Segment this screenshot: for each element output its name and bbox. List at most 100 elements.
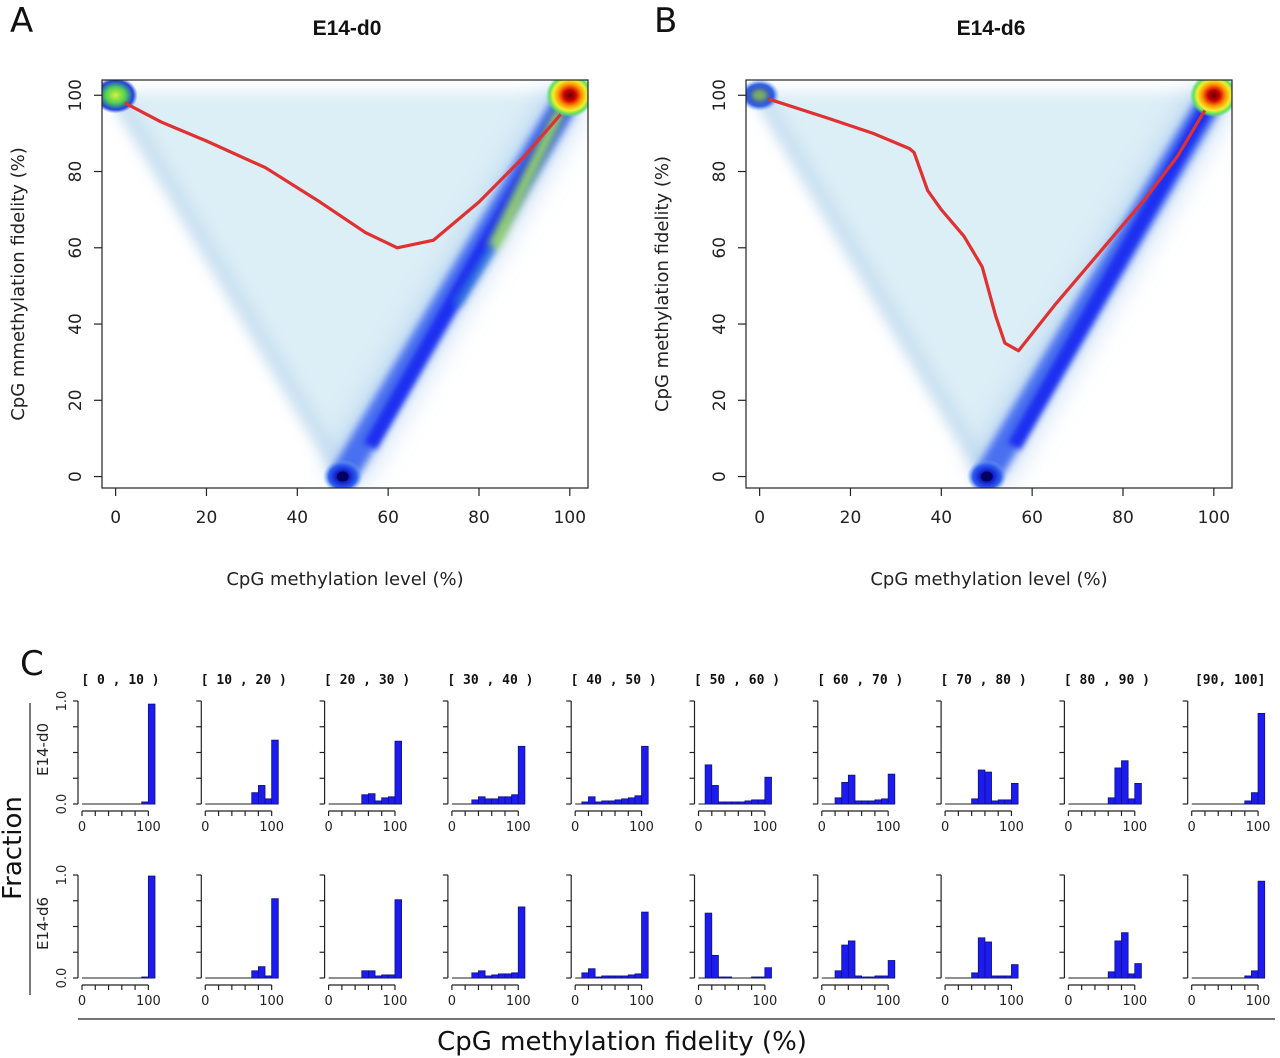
histogram-bar — [887, 773, 896, 805]
histogram-bar — [991, 975, 999, 979]
histogram-bar — [711, 785, 719, 805]
histogram-bar — [704, 912, 713, 979]
hist-x-tick-label: 0 — [694, 820, 702, 835]
histogram-bar — [511, 972, 519, 979]
x-tick-label: 20 — [840, 508, 862, 528]
histogram-bar — [977, 937, 986, 979]
bin-title: [ 50 , 60 ) — [694, 673, 780, 688]
histogram-bar — [497, 973, 506, 979]
histogram-bar — [1011, 783, 1019, 805]
histogram-bar — [264, 975, 273, 979]
histogram-bar — [471, 799, 479, 805]
density-map-b — [746, 80, 1232, 488]
y-tick-label: 0 — [66, 471, 86, 482]
y-tick-label: 20 — [710, 389, 730, 411]
hist-x-tick-label: 0 — [78, 820, 86, 835]
histogram-cell: 0 100 — [936, 700, 1024, 835]
histogram-bar — [517, 745, 526, 805]
histogram-bar — [881, 798, 889, 805]
axes-a: 0 20 40 60 80 100 0 20 40 60 80 100 — [66, 79, 586, 528]
panel-a-title: E14-d0 — [313, 17, 382, 40]
histogram-bar — [627, 797, 636, 805]
hist-x-tick-label: 100 — [506, 820, 531, 835]
y-axis-label-a: CpG mmethylation fidelity (%) — [8, 147, 29, 421]
hist-x-tick-label: 100 — [629, 820, 654, 835]
hist-x-tick-label: 100 — [999, 820, 1024, 835]
histogram-bar — [394, 740, 402, 805]
histogram-bar — [517, 906, 526, 979]
histogram-bar — [607, 800, 616, 805]
histogram-bar — [1244, 975, 1252, 979]
histogram-cell: 0 100 — [196, 700, 284, 835]
histogram-bar — [594, 976, 603, 979]
bin-title: [ 70 , 80 ) — [941, 673, 1027, 688]
histogram-bar — [147, 875, 156, 979]
histogram-bar — [614, 799, 623, 805]
histogram-bar — [607, 975, 616, 979]
density-peak-50-core — [336, 471, 349, 482]
histogram-cell: 0 100 — [319, 700, 407, 835]
hist-y-tick-label: 1.0 — [55, 691, 70, 712]
histogram-bar — [834, 970, 843, 979]
bin-title: [ 0 , 10 ) — [81, 673, 159, 688]
panel-c: C [ 0 , 10 ) [ 10 , 20 ) [ 20 , 30 ) [ 30 ,… — [0, 644, 1275, 1057]
histogram-bar — [271, 898, 279, 979]
density-peak-100 — [1189, 80, 1232, 118]
density-peak-50-core — [980, 471, 993, 482]
x-axis-label-b: CpG methylation level (%) — [870, 569, 1107, 590]
histogram-bar — [601, 975, 609, 979]
hist-y-tick-label: 0.0 — [55, 968, 70, 989]
histogram-bar — [847, 774, 856, 805]
plot-frame-a — [101, 79, 589, 489]
histogram-bar — [621, 975, 629, 979]
trend-line-a — [123, 101, 562, 250]
bin-title: [ 40 , 50 ) — [571, 673, 657, 688]
x-axis-label-a: CpG methylation level (%) — [226, 569, 463, 590]
histogram-bar — [1107, 797, 1116, 805]
hist-x-tick-label: 0 — [571, 994, 579, 1009]
y-tick-label: 20 — [66, 389, 86, 411]
histogram-bar — [588, 796, 596, 805]
histogram-bar — [264, 798, 273, 805]
histogram-cell: 0 100 — [936, 874, 1024, 1009]
histogram-bar — [861, 800, 869, 805]
hist-x-tick-label: 0 — [448, 820, 456, 835]
y-tick-label: 60 — [710, 237, 730, 259]
histogram-bar — [1257, 712, 1266, 805]
x-tick-label: 60 — [377, 508, 399, 528]
histogram-bar — [1004, 975, 1012, 979]
density-band-left — [109, 91, 349, 481]
y-tick-label: 100 — [710, 79, 730, 111]
hist-x-tick-label: 0 — [941, 994, 949, 1009]
hist-x-tick-label: 0 — [571, 820, 579, 835]
density-band-right — [1007, 99, 1216, 450]
density-band-left — [753, 91, 993, 481]
histogram-bar — [374, 975, 383, 979]
histogram-bar — [368, 793, 376, 805]
x-tick-label: 100 — [1198, 508, 1230, 528]
histogram-bar — [614, 975, 623, 979]
histogram-bar — [737, 801, 746, 805]
histogram-bar — [147, 703, 156, 805]
x-tick-label: 100 — [554, 508, 586, 528]
histogram-cell: 0 100 — [319, 874, 407, 1009]
histogram-bar — [381, 974, 389, 979]
hist-x-tick-label: 0 — [201, 820, 209, 835]
histogram-cell: 0 100 — [1059, 874, 1147, 1009]
histogram-bar — [588, 968, 596, 979]
y-tick-label: 0 — [710, 471, 730, 482]
histogram-bar — [251, 792, 259, 805]
histogram-bar — [361, 794, 369, 805]
histogram-bar — [977, 769, 986, 805]
histogram-bar — [854, 800, 863, 805]
row-label: E14-d0 — [34, 723, 52, 776]
histogram-bar — [484, 798, 493, 805]
histogram-bar — [471, 972, 479, 979]
histogram-bar — [854, 975, 863, 979]
histogram-bar — [368, 970, 376, 979]
histogram-bar — [387, 974, 396, 979]
histogram-bar — [387, 796, 396, 805]
histogram-bar — [1127, 973, 1136, 979]
histogram-bar — [374, 800, 383, 805]
